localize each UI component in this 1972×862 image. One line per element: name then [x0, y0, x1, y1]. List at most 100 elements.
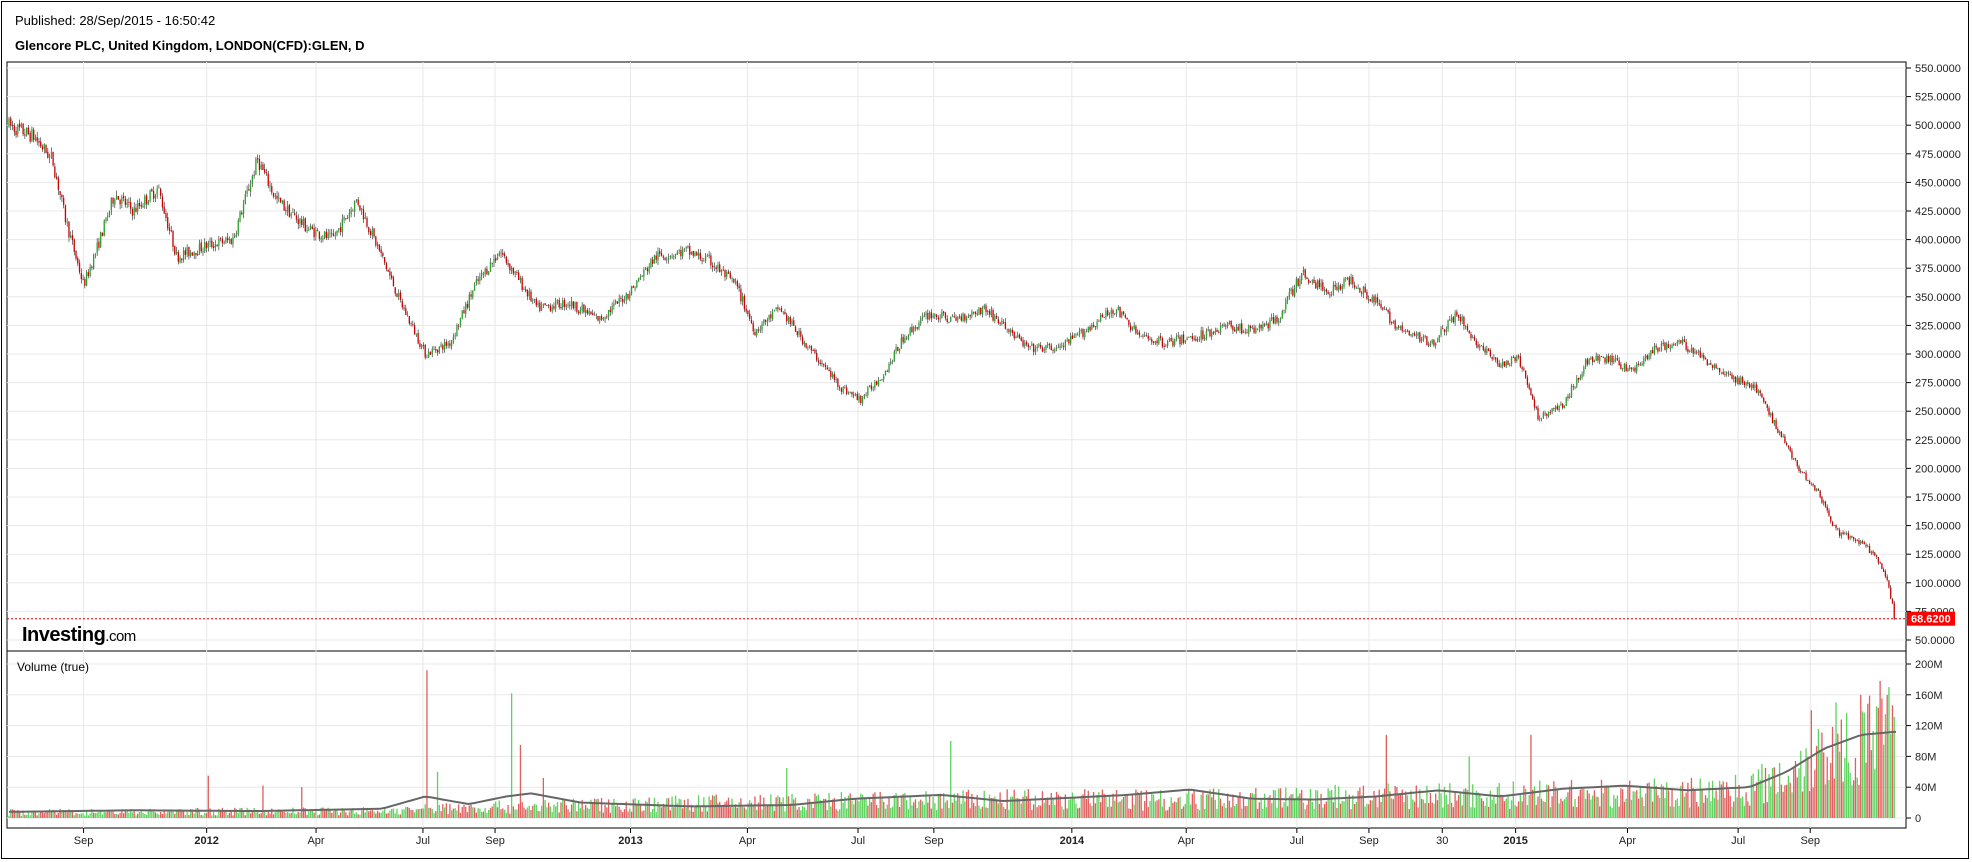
volume-bar-down [1299, 793, 1301, 818]
candle-up [741, 296, 744, 302]
candle-up [461, 310, 463, 319]
candle-up [1323, 290, 1326, 291]
candle-down [1711, 365, 1714, 368]
volume-bar-down [639, 804, 642, 818]
candle-up [519, 277, 522, 281]
volume-bar-down [1380, 801, 1382, 818]
candle-up [202, 251, 204, 253]
volume-bar-down [1685, 792, 1687, 818]
volume-bar-down [338, 815, 340, 818]
candle-up [676, 251, 679, 255]
candle-down [592, 313, 594, 316]
candle-down [160, 188, 162, 196]
volume-bar-up [826, 810, 828, 818]
candle-up [514, 271, 516, 274]
candle-up [967, 315, 970, 317]
volume-bar-down [241, 807, 243, 818]
candle-up [1242, 331, 1245, 334]
volume-bar-up [1292, 794, 1294, 818]
volume-bar-down [754, 796, 756, 818]
candle-down [576, 301, 578, 312]
candle-up [406, 315, 409, 317]
candle-down [1664, 342, 1666, 350]
volume-bar-down [902, 794, 904, 818]
candle-up [179, 257, 181, 263]
volume-bar-up [1479, 793, 1481, 818]
volume-bar-up [204, 812, 206, 818]
volume-bar-down [1579, 789, 1581, 818]
candle-down [824, 364, 827, 368]
volume-bar-down [1593, 790, 1596, 818]
volume-bar-up [353, 813, 356, 818]
candle-down [1741, 376, 1744, 383]
candle-down [660, 253, 663, 256]
candle-up [1650, 350, 1652, 356]
volume-bar-up [943, 793, 945, 818]
volume-bar-down [565, 805, 567, 818]
candle-up [791, 320, 793, 325]
candle-up [1629, 367, 1631, 369]
volume-bar-up [373, 811, 375, 818]
volume-bar-down [1547, 785, 1550, 818]
candle-up [1154, 340, 1156, 343]
candle-up [327, 233, 329, 239]
volume-bar-down [491, 806, 493, 818]
volume-bar-down [92, 812, 95, 818]
candle-down [1376, 297, 1379, 303]
volume-bar-down [1570, 780, 1573, 818]
volume-bar-up [1302, 802, 1305, 818]
volume-bar-up [1223, 802, 1225, 818]
candle-down [191, 252, 194, 256]
candle-up [1436, 341, 1439, 343]
volume-bar-down [1810, 710, 1813, 818]
volume-bar-up [1341, 801, 1343, 818]
candle-up [126, 202, 128, 205]
candle-down [24, 134, 26, 136]
volume-bar-up [225, 811, 227, 818]
volume-bar-down [429, 807, 432, 818]
candle-down [122, 195, 125, 199]
candle-down [331, 233, 333, 235]
volume-bar-up [101, 814, 104, 818]
volume-tick-label: 200M [1915, 659, 1943, 671]
candle-up [1061, 345, 1063, 347]
candle-up [782, 311, 784, 313]
volume-bar-up [403, 809, 405, 818]
volume-bar-up [1382, 793, 1384, 818]
volume-bar-up [1196, 808, 1199, 818]
volume-bar-up [745, 809, 747, 818]
candle-up [761, 324, 763, 330]
volume-bar-down [1487, 806, 1490, 818]
volume-bar-down [461, 807, 463, 818]
volume-bar-up [1262, 808, 1264, 818]
candle-up [1331, 293, 1333, 295]
candle-down [1800, 470, 1802, 473]
candle-down [391, 275, 393, 279]
volume-bar-up [1817, 729, 1820, 818]
candle-up [274, 195, 276, 197]
volume-bar-up [130, 809, 132, 818]
volume-bar-down [1226, 793, 1229, 818]
candle-up [570, 300, 573, 306]
candle-up [334, 235, 336, 237]
volume-bar-down [1396, 787, 1398, 818]
volume-bar-up [856, 800, 858, 818]
candle-down [1521, 367, 1523, 370]
volume-bar-down [1182, 806, 1185, 818]
volume-bar-up [1390, 798, 1393, 818]
candle-up [918, 322, 920, 329]
volume-bar-down [1405, 791, 1407, 818]
volume-bar-up [860, 793, 862, 818]
candle-down [1696, 351, 1698, 353]
candle-up [459, 317, 462, 326]
candle-up [234, 235, 236, 238]
volume-bar-up [650, 812, 652, 818]
volume-bar-up [1680, 785, 1682, 818]
volume-bar-up [1775, 793, 1777, 818]
candle-up [1069, 336, 1072, 344]
volume-bar-down [1544, 801, 1546, 818]
candle-up [1660, 343, 1663, 351]
volume-bar-down [34, 812, 37, 818]
candle-down [911, 327, 913, 333]
